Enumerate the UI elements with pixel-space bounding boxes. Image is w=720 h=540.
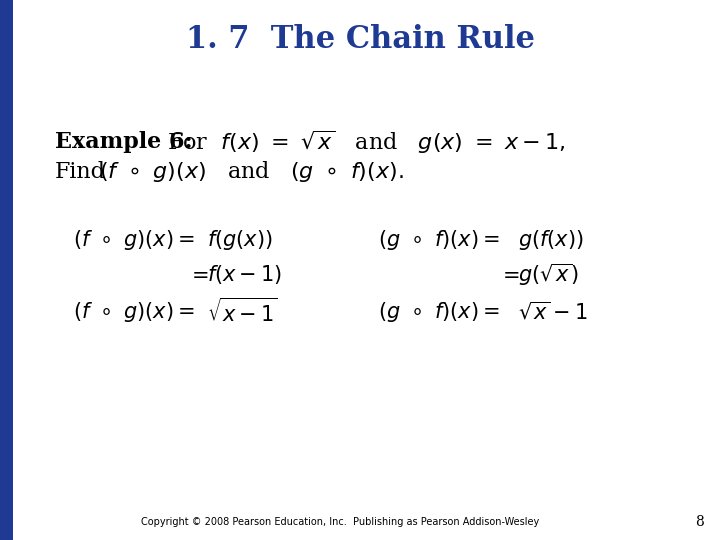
Text: $f(x-1)$: $f(x-1)$ bbox=[207, 264, 282, 287]
Text: 1. 7  The Chain Rule: 1. 7 The Chain Rule bbox=[186, 24, 534, 56]
Text: $\sqrt{x}-1$: $\sqrt{x}-1$ bbox=[518, 301, 588, 323]
Text: $(f\ \circ\ g)(x)$   and   $(g\ \circ\ f)(x).$: $(f\ \circ\ g)(x)$ and $(g\ \circ\ f)(x)… bbox=[99, 159, 404, 185]
Text: For  $f(x)\ =\ \sqrt{x}$   and   $g(x)\ =\ x-1,$: For $f(x)\ =\ \sqrt{x}$ and $g(x)\ =\ x-… bbox=[167, 129, 566, 156]
Text: $(g\ \circ\ f)(x) =$: $(g\ \circ\ f)(x) =$ bbox=[378, 300, 500, 324]
Text: 8: 8 bbox=[696, 515, 704, 529]
Text: $(g\ \circ\ f)(x) =$: $(g\ \circ\ f)(x) =$ bbox=[378, 228, 500, 252]
Text: $=$: $=$ bbox=[498, 266, 519, 285]
Text: $f(g(x))$: $f(g(x))$ bbox=[207, 228, 273, 252]
Text: Copyright © 2008 Pearson Education, Inc.  Publishing as Pearson Addison-Wesley: Copyright © 2008 Pearson Education, Inc.… bbox=[141, 517, 539, 527]
Text: Find: Find bbox=[55, 161, 106, 183]
Text: $\sqrt{x-1}$: $\sqrt{x-1}$ bbox=[207, 298, 278, 326]
Text: $g(f(x))$: $g(f(x))$ bbox=[518, 228, 584, 252]
Text: $(f\ \circ\ g)(x) =$: $(f\ \circ\ g)(x) =$ bbox=[73, 228, 194, 252]
Bar bbox=[0, 0, 13, 540]
Text: Example 6:: Example 6: bbox=[55, 131, 193, 153]
Text: $=$: $=$ bbox=[187, 266, 209, 285]
Text: $g(\sqrt{x})$: $g(\sqrt{x})$ bbox=[518, 262, 579, 288]
Text: $(f\ \circ\ g)(x) =$: $(f\ \circ\ g)(x) =$ bbox=[73, 300, 194, 324]
